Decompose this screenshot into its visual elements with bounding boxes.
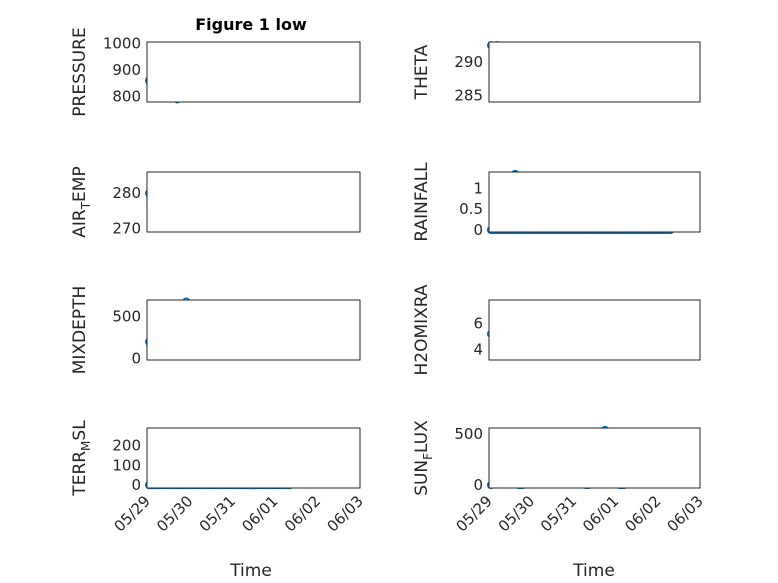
rainfall-axes-frame: [488, 171, 701, 233]
terr_msl-ylabel: TERRMSL: [70, 420, 93, 497]
sun_flux-x-tick-label: 05/31: [537, 492, 580, 535]
terr_msl-y-tick-label: 0: [131, 476, 141, 494]
terr_msl-y-tick-label: 100: [112, 456, 141, 474]
right-column-xlabel: Time: [572, 561, 615, 581]
sun_flux-y-tick-label: 0: [473, 476, 483, 494]
mixdepth-y-tick-label: 500: [112, 308, 141, 326]
air_temp-ylabel: AIRTEMP: [70, 166, 93, 237]
terr_msl-x-tick-label: 05/31: [196, 492, 239, 535]
terr_msl-axes-frame: [146, 427, 361, 489]
air_temp-ylabel-subscript: T: [79, 201, 93, 210]
rainfall-y-tick-label: 1: [473, 180, 483, 198]
mixdepth-axes-frame: [146, 299, 361, 361]
pressure-ylabel: PRESSURE: [70, 27, 90, 116]
rainfall-ylabel-main: RAINFALL: [412, 162, 432, 242]
sun_flux-x-tick-label: 06/03: [664, 492, 707, 535]
sun_flux-ylabel-main: SUN: [412, 460, 432, 496]
sun_flux-x-tick-label: 05/30: [495, 492, 538, 535]
terr_msl-ylabel-main: TERR: [70, 451, 90, 497]
air_temp-axes-frame: [146, 171, 361, 233]
theta-ylabel: THETA: [412, 44, 432, 100]
h2omixra-axes-frame: [488, 299, 701, 361]
sun_flux-x-tick-label: 06/02: [621, 492, 664, 535]
pressure-ylabel-main: PRESSURE: [70, 27, 90, 116]
theta-y-tick-label: 290: [454, 53, 483, 71]
sun_flux-x-tick-label: 05/29: [453, 492, 496, 535]
sun_flux-ylabel-subscript: F: [421, 453, 435, 460]
theta-axes-frame: [488, 41, 701, 103]
terr_msl-x-tick-label: 06/02: [281, 492, 324, 535]
subplot-theta: 285 290 THETA: [412, 41, 701, 104]
sun_flux-ylabel-rest: LUX: [412, 420, 432, 453]
terr_msl-x-tick-label: 05/29: [111, 492, 154, 535]
air_temp-ylabel-rest: EMP: [70, 166, 90, 202]
terr_msl-x-tick-label: 06/01: [238, 492, 281, 535]
sun_flux-x-tick-label: 06/01: [579, 492, 622, 535]
h2omixra-y-tick-label: 4: [473, 341, 483, 359]
h2omixra-y-tick-label: 6: [473, 314, 483, 332]
subplot-mixdepth: 0 500 MIXDEPTH: [70, 286, 361, 375]
terr_msl-ylabel-rest: SL: [70, 420, 90, 441]
rainfall-y-tick-label: 0: [473, 221, 483, 239]
air_temp-y-tick-label: 270: [112, 219, 141, 237]
mixdepth-ylabel: MIXDEPTH: [70, 286, 90, 375]
pressure-y-tick-label: 900: [112, 61, 141, 79]
pressure-y-tick-label: 1000: [103, 34, 141, 52]
terr_msl-x-tick-label: 06/03: [324, 492, 367, 535]
left-column-xlabel: Time: [229, 561, 272, 581]
terr_msl-x-tick-label: 05/30: [153, 492, 196, 535]
mixdepth-ylabel-main: MIXDEPTH: [70, 286, 90, 375]
mixdepth-y-tick-label: 0: [131, 349, 141, 367]
subplot-sun_flux: 0 500 SUNFLUX 05/2905/3005/3106/0106/0206/0…: [412, 420, 707, 536]
rainfall-ylabel: RAINFALL: [412, 162, 432, 242]
pressure-y-tick-label: 800: [112, 88, 141, 106]
subplot-air_temp: 270 280 AIRTEMP: [70, 166, 361, 238]
theta-y-tick-label: 285: [454, 86, 483, 104]
subplot-rainfall: 0 0.5 1 RAINFALL: [412, 162, 701, 242]
subplot-pressure: 800 900 1000 PRESSURE: [70, 27, 361, 117]
theta-ylabel-main: THETA: [412, 44, 432, 100]
pressure-axes-frame: [146, 41, 361, 103]
figure-title: Figure 1 low: [195, 15, 307, 34]
h2omixra-ylabel: H2OMIXRA: [412, 284, 432, 375]
rainfall-y-tick-label: 0.5: [459, 200, 483, 218]
h2omixra-ylabel-main: H2OMIXRA: [412, 284, 432, 375]
terr_msl-y-tick-label: 200: [112, 437, 141, 455]
sun_flux-axes-frame: [488, 427, 701, 489]
subplot-h2omixra: 4 6 H2OMIXRA: [412, 284, 701, 376]
air_temp-ylabel-main: AIR: [70, 209, 90, 238]
air_temp-y-tick-label: 280: [112, 184, 141, 202]
sun_flux-y-tick-label: 500: [454, 425, 483, 443]
sun_flux-ylabel: SUNFLUX: [412, 420, 435, 496]
terr_msl-ylabel-subscript: M: [79, 441, 93, 451]
